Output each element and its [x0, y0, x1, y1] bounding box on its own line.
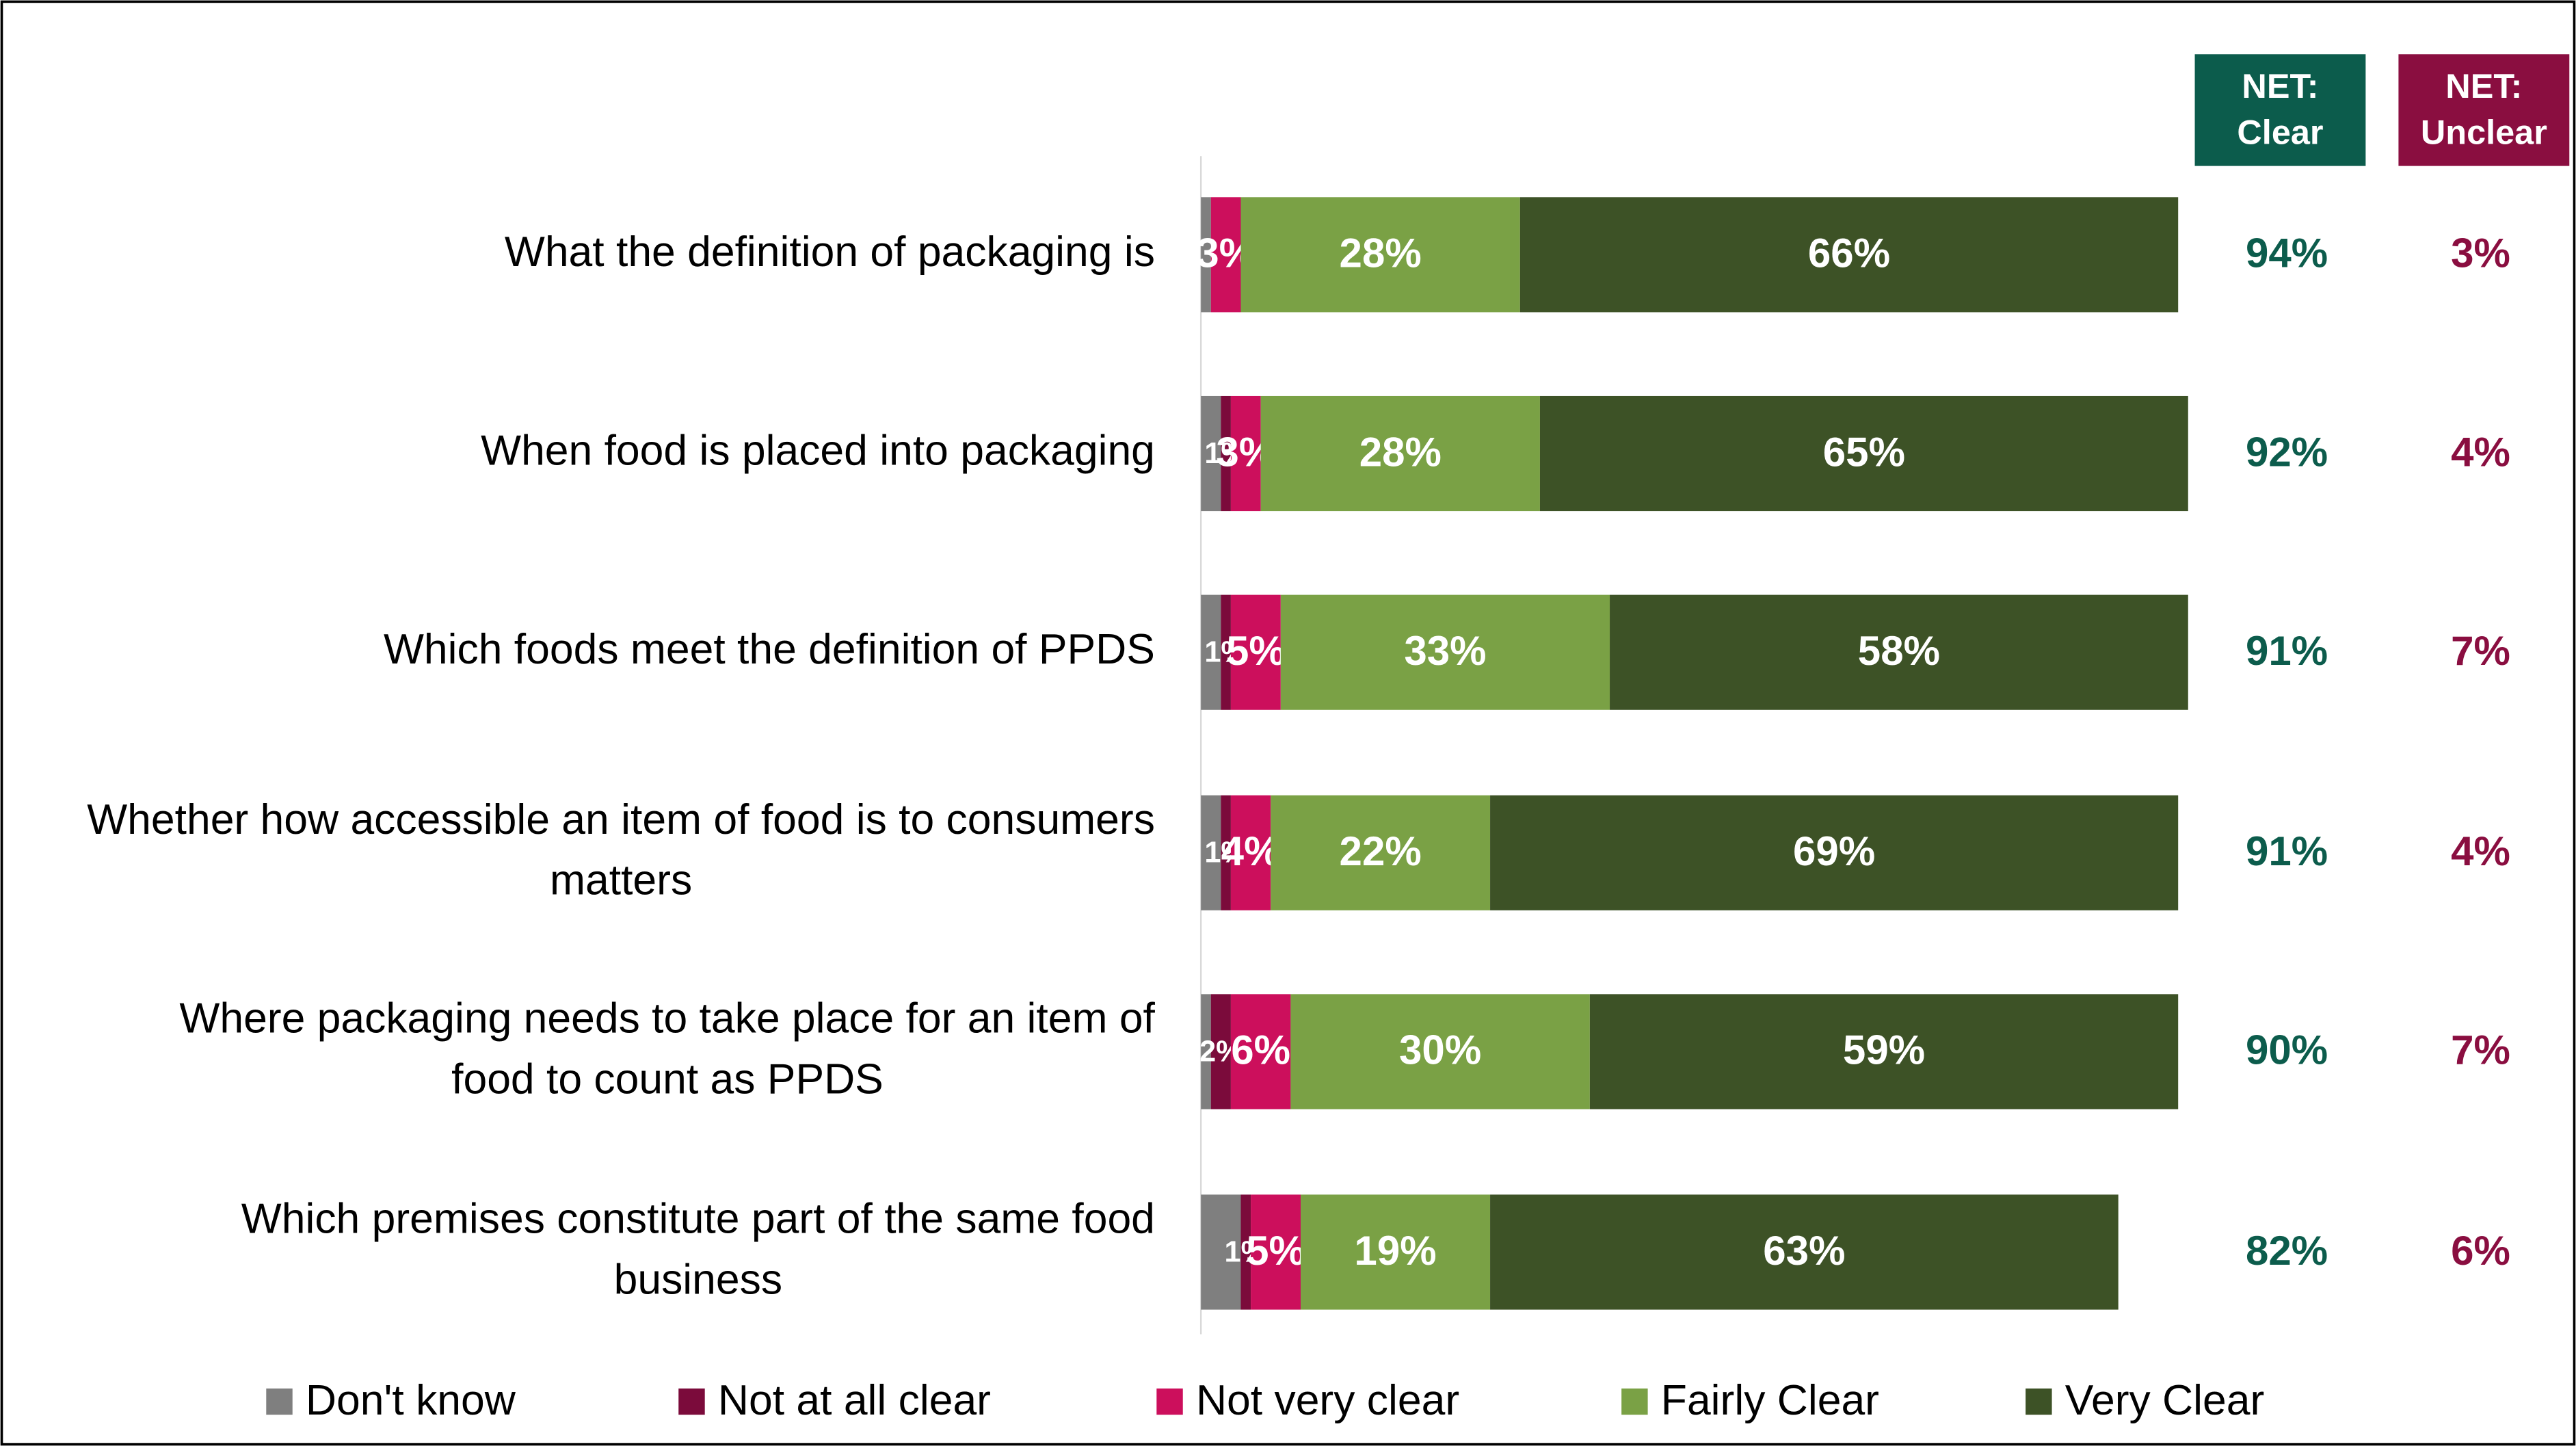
bar-segment: [1490, 1194, 2119, 1310]
net-value: 4%: [2451, 429, 2510, 475]
data-label: 22%: [1340, 828, 1422, 874]
bar-segment: [1201, 1194, 1241, 1310]
bar-segment: [1230, 994, 1291, 1109]
category-label: Which premises constitute part of the sa…: [241, 1195, 1155, 1243]
category-label: Where packaging needs to take place for …: [179, 995, 1155, 1042]
category-label: business: [614, 1255, 782, 1303]
bar-segment: [1280, 594, 1610, 710]
category-label: When food is placed into packaging: [481, 427, 1155, 475]
legend-label: Not at all clear: [718, 1376, 991, 1424]
net-value: 6%: [2451, 1228, 2510, 1274]
data-label: 69%: [1793, 828, 1875, 874]
bar-segment: [1230, 594, 1281, 710]
legend-swatch: [1156, 1388, 1183, 1415]
bar-segment: [1589, 994, 2179, 1109]
net-header-box: [2398, 54, 2570, 166]
legend-label: Don't know: [306, 1376, 516, 1424]
data-label: 4%: [1221, 828, 1281, 874]
legend-swatch: [2026, 1388, 2052, 1415]
bar-segment: [1490, 795, 2179, 910]
net-header: NET:: [2445, 66, 2522, 105]
bar-segment: [1519, 197, 2179, 313]
bar-segment: [1260, 395, 1540, 512]
bar-segment: [1201, 594, 1221, 710]
net-header-box: [2194, 54, 2366, 166]
data-label: 59%: [1843, 1027, 1925, 1073]
legend-label: Fairly Clear: [1661, 1376, 1879, 1424]
data-label: 28%: [1359, 429, 1442, 475]
data-label: 33%: [1404, 628, 1486, 674]
bar-segment: [1201, 395, 1221, 512]
legend-label: Very Clear: [2065, 1376, 2265, 1424]
bar-segment: [1201, 795, 1221, 910]
bar-segment: [1240, 1194, 1251, 1310]
bar-segment: [1221, 594, 1231, 710]
category-label: Whether how accessible an item of food i…: [87, 796, 1155, 843]
data-label: 63%: [1763, 1228, 1845, 1274]
legend-label: Not very clear: [1196, 1376, 1459, 1424]
bar-segment: [1221, 795, 1231, 910]
category-label: What the definition of packaging is: [505, 228, 1155, 276]
bar-segment: [1240, 197, 1520, 313]
bar-segment: [1271, 795, 1491, 910]
data-label: 28%: [1340, 231, 1422, 276]
bar-segment: [1230, 395, 1261, 512]
net-header: Unclear: [2421, 112, 2547, 151]
category-label: matters: [550, 856, 692, 904]
data-label: 58%: [1858, 628, 1940, 674]
bar-segment: [1201, 197, 1211, 313]
data-label: 5%: [1246, 1228, 1305, 1274]
bar-segment: [1610, 594, 2188, 710]
bar-segment: [1201, 994, 1211, 1109]
net-value: 90%: [2246, 1027, 2328, 1073]
category-label: Which foods meet the definition of PPDS: [384, 625, 1155, 673]
data-label: 65%: [1823, 429, 1905, 475]
bar-segment: [1210, 197, 1241, 313]
net-header: Clear: [2237, 112, 2323, 151]
legend-swatch: [266, 1388, 293, 1415]
data-label: 5%: [1226, 628, 1286, 674]
bar-segment: [1539, 395, 2188, 512]
net-value: 4%: [2451, 828, 2510, 874]
data-label: 66%: [1808, 231, 1890, 276]
net-value: 91%: [2246, 828, 2328, 874]
net-value: 94%: [2246, 231, 2328, 276]
data-label: 19%: [1354, 1228, 1436, 1274]
bar-segment: [1230, 795, 1271, 910]
bar-segment: [1251, 1194, 1301, 1310]
bar-segment: [1210, 994, 1231, 1109]
legend-swatch: [678, 1388, 705, 1415]
net-value: 82%: [2246, 1228, 2328, 1274]
data-label: 30%: [1399, 1027, 1481, 1073]
legend-swatch: [1621, 1388, 1648, 1415]
data-label: 6%: [1231, 1027, 1290, 1073]
net-header: NET:: [2242, 66, 2318, 105]
bar-segment: [1300, 1194, 1491, 1310]
bar-segment: [1290, 994, 1590, 1109]
net-value: 92%: [2246, 429, 2328, 475]
net-value: 7%: [2451, 1027, 2510, 1073]
category-label: food to count as PPDS: [451, 1055, 884, 1103]
bar-segment: [1221, 395, 1231, 512]
net-value: 3%: [2451, 231, 2510, 276]
net-value: 91%: [2246, 628, 2328, 674]
net-value: 7%: [2451, 628, 2510, 674]
